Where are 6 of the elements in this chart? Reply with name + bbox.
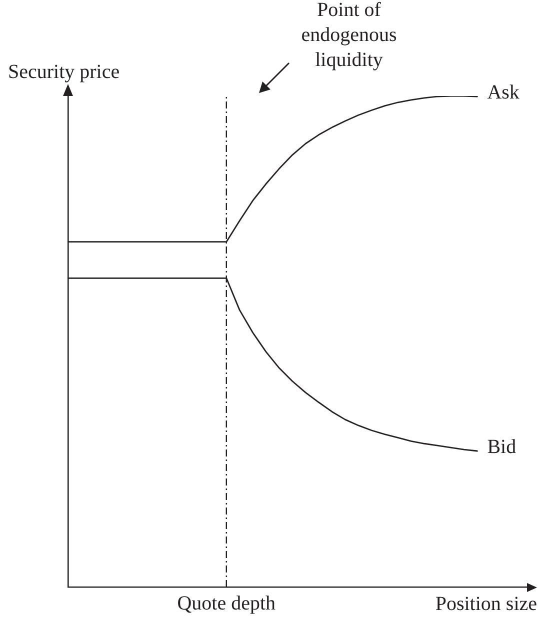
text: Point of endogenous liquidity (300, 0, 398, 73)
y-axis-title: Security price (8, 60, 120, 84)
text: Quote depth (177, 592, 276, 614)
series-label: Ask (487, 82, 520, 104)
x-axis-title: Position size (435, 592, 537, 616)
series-label: Bid (487, 436, 516, 458)
